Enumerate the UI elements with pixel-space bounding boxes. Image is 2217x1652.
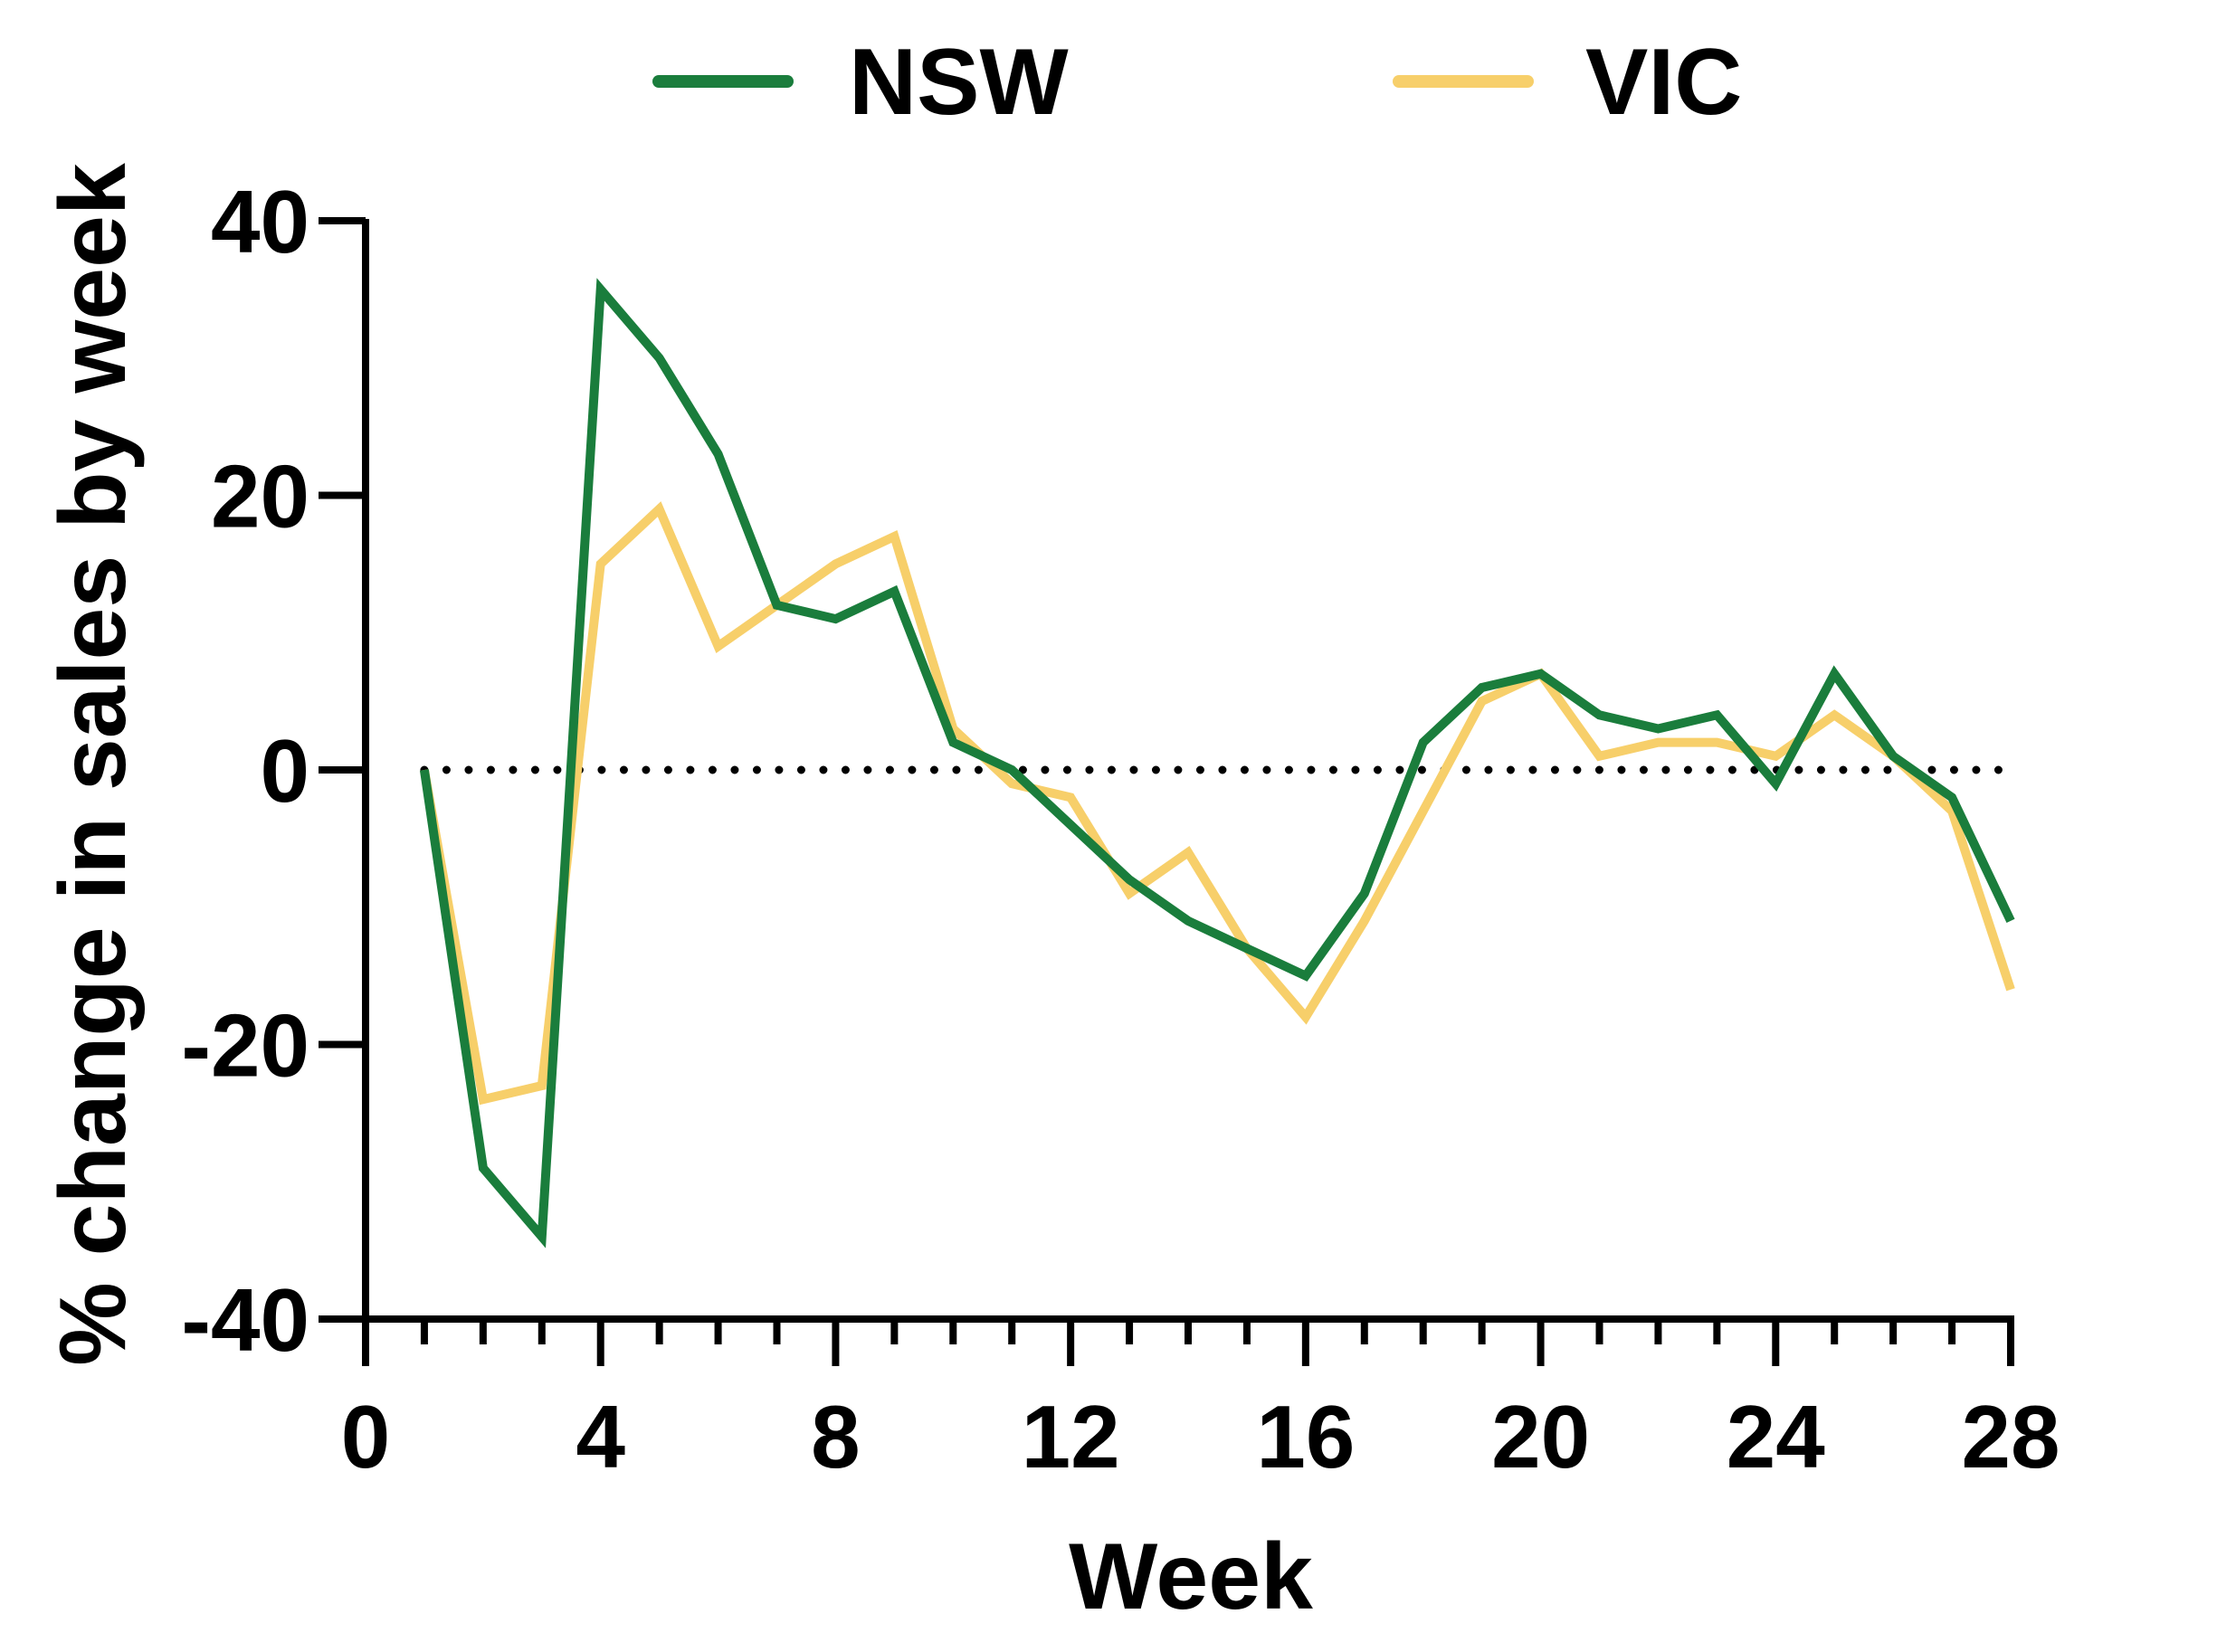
x-tick-label: 24 (1727, 1387, 1825, 1486)
x-axis-title: Week (1069, 1524, 1313, 1629)
y-tick-label: 20 (211, 447, 309, 546)
series-line-vic (419, 501, 2015, 1106)
legend-label-nsw: NSW (849, 30, 1069, 135)
y-tick-label: 0 (260, 721, 309, 821)
x-tick-label: 0 (341, 1387, 391, 1486)
y-axis-title: % change in sales by week (41, 163, 146, 1366)
x-tick-label: 28 (1961, 1387, 2060, 1486)
series-line-nsw (419, 278, 2015, 1248)
x-tick-label: 12 (1022, 1387, 1120, 1486)
y-tick-label: -40 (181, 1270, 309, 1370)
legend-label-vic: VIC (1585, 30, 1742, 135)
x-tick-label: 8 (811, 1387, 861, 1486)
y-tick-label: -20 (181, 996, 309, 1096)
x-tick-label: 20 (1491, 1387, 1590, 1486)
x-tick-label: 16 (1256, 1387, 1355, 1486)
x-tick-label: 4 (576, 1387, 625, 1486)
y-tick-label: 40 (211, 172, 309, 271)
